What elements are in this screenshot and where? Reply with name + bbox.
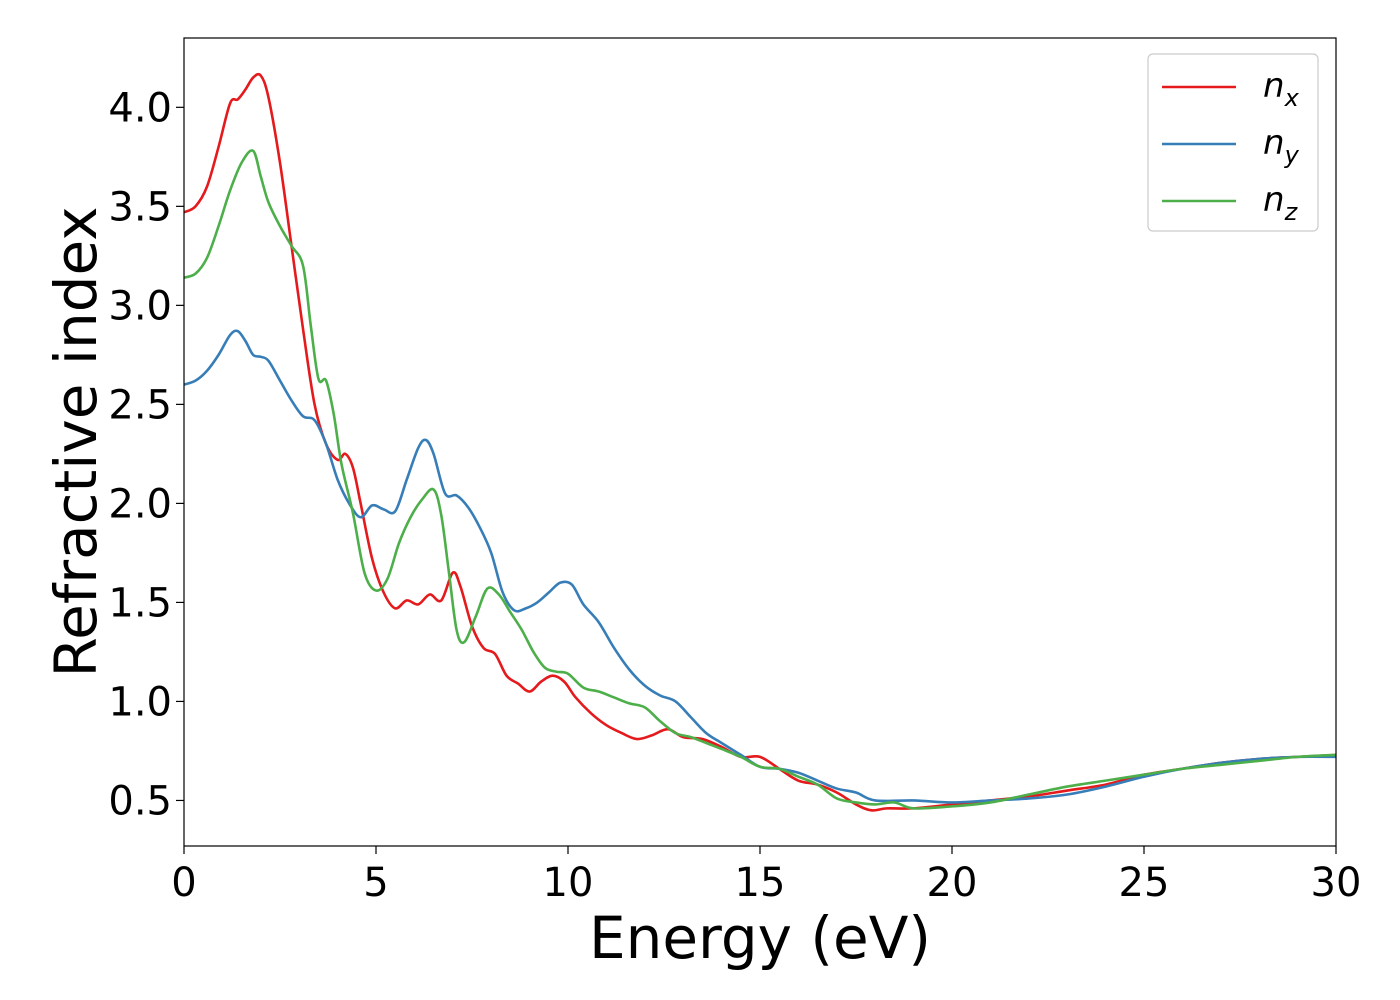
legend-label-nz: nz bbox=[1263, 180, 1299, 226]
x-tick-label: 10 bbox=[543, 860, 594, 906]
y-tick-label: 2.5 bbox=[108, 382, 172, 428]
y-tick-label: 0.5 bbox=[108, 778, 172, 824]
x-tick-label: 20 bbox=[927, 860, 978, 906]
x-axis-ticks: 0 5 10 15 20 25 30 bbox=[171, 846, 1361, 906]
y-tick-label: 3.0 bbox=[108, 283, 172, 329]
y-tick-label: 1.5 bbox=[108, 580, 172, 626]
y-tick-label: 3.5 bbox=[108, 184, 172, 230]
x-tick-label: 0 bbox=[171, 860, 196, 906]
y-axis-ticks: 0.5 1.0 1.5 2.0 2.5 3.0 3.5 4.0 bbox=[108, 85, 184, 824]
legend-label-nx: nx bbox=[1263, 66, 1300, 112]
x-tick-label: 25 bbox=[1119, 860, 1170, 906]
series-line-ny bbox=[184, 329, 1336, 804]
y-tick-label: 4.0 bbox=[108, 85, 172, 131]
series-layer bbox=[184, 72, 1336, 812]
y-tick-label: 1.0 bbox=[108, 679, 172, 725]
series-line-nz bbox=[184, 149, 1336, 810]
y-tick-label: 2.0 bbox=[108, 481, 172, 527]
legend-label-ny: ny bbox=[1263, 123, 1300, 169]
x-tick-label: 15 bbox=[735, 860, 786, 906]
x-tick-label: 5 bbox=[363, 860, 388, 906]
y-axis-label: Refractive index bbox=[42, 206, 110, 677]
x-tick-label: 30 bbox=[1311, 860, 1362, 906]
x-axis-label: Energy (eV) bbox=[589, 904, 931, 972]
legend: nx ny nz bbox=[1147, 53, 1319, 232]
legend-box bbox=[1147, 53, 1319, 232]
